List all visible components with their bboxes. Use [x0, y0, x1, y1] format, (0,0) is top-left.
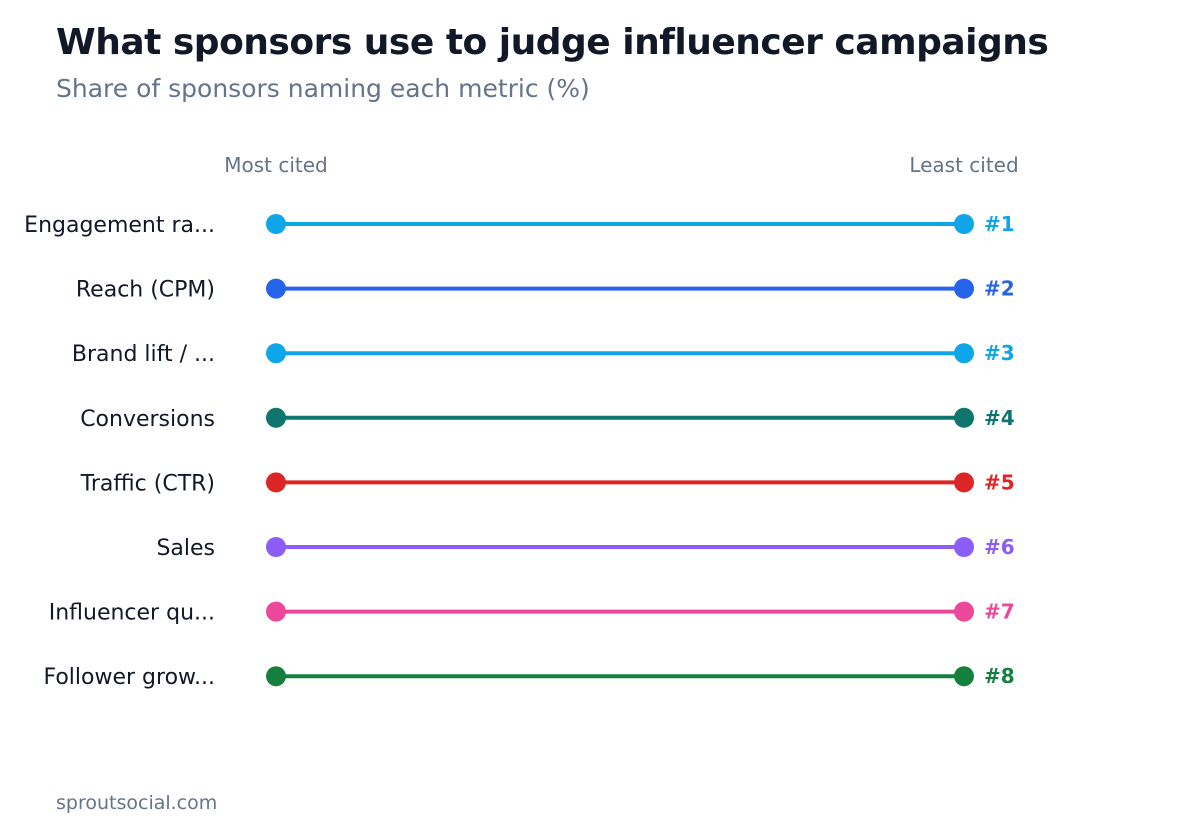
chart-row: Traffic (CTR) #5	[80, 470, 1015, 496]
chart-row: Sales #6	[156, 535, 1014, 561]
right-point	[954, 278, 974, 299]
chart-row: Reach (CPM) #2	[76, 277, 1015, 303]
row-label: Reach (CPM)	[76, 278, 215, 303]
left-point	[266, 472, 286, 493]
rank-label: #7	[984, 600, 1015, 624]
right-point	[954, 472, 974, 493]
chart-row: Follower grow... #8	[43, 664, 1014, 690]
left-point	[266, 407, 286, 428]
right-column-label: Least cited	[909, 153, 1018, 177]
chart-row: Conversions #4	[80, 406, 1015, 432]
chart-row: Influencer qu... #7	[49, 600, 1015, 626]
row-label: Brand lift / ...	[72, 342, 215, 367]
rank-label: #6	[984, 535, 1015, 559]
right-point	[954, 666, 974, 687]
left-column-label: Most cited	[224, 153, 328, 177]
left-point	[266, 278, 286, 299]
chart-rows: Engagement ra... #1 Reach (CPM) #2 Brand lif…	[24, 212, 1015, 690]
slope-chart: Most cited Least cited Engagement ra... #…	[24, 153, 1019, 690]
row-label: Engagement ra...	[24, 213, 215, 238]
chart-subtitle: Share of sponsors naming each metric (%)	[56, 74, 590, 103]
row-label: Traffic (CTR)	[80, 471, 215, 496]
rank-label: #3	[984, 341, 1015, 365]
chart-row: Brand lift / ... #3	[72, 341, 1015, 367]
left-point	[266, 214, 286, 234]
rank-label: #4	[984, 406, 1015, 430]
right-point	[954, 407, 974, 428]
chart-row: Engagement ra... #1	[24, 212, 1015, 238]
right-point	[954, 601, 974, 622]
chart-title: What sponsors use to judge influencer ca…	[56, 22, 1049, 63]
source-credit: sproutsocial.com	[56, 792, 218, 814]
rank-label: #2	[984, 277, 1015, 301]
row-label: Influencer qu...	[49, 601, 215, 626]
right-point	[954, 537, 974, 557]
rank-label: #1	[984, 212, 1015, 236]
left-point	[266, 537, 286, 557]
right-point	[954, 343, 974, 364]
rank-label: #5	[984, 470, 1015, 494]
left-point	[266, 601, 286, 622]
left-point	[266, 666, 286, 687]
row-label: Follower grow...	[43, 665, 215, 690]
row-label: Conversions	[80, 407, 215, 432]
rank-label: #8	[984, 664, 1015, 688]
right-point	[954, 214, 974, 234]
row-label: Sales	[156, 536, 215, 561]
left-point	[266, 343, 286, 364]
